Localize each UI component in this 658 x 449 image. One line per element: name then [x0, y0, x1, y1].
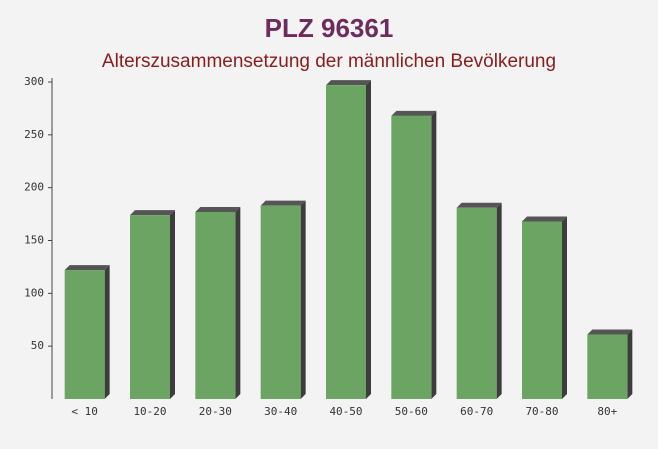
bar-top [260, 200, 306, 206]
x-tick-label: 30-40 [264, 405, 297, 418]
y-tick-label: 200 [24, 181, 44, 194]
bar-top [456, 202, 502, 208]
bar [391, 115, 432, 400]
bar [456, 207, 497, 399]
x-tick-label: 70-80 [525, 405, 558, 418]
bar-top [522, 216, 567, 222]
bar [130, 215, 170, 399]
y-tick-label: 100 [24, 286, 44, 299]
bar [64, 270, 105, 399]
bar [326, 85, 366, 400]
bar-side [496, 202, 502, 399]
bar-side [562, 216, 567, 399]
bar-top [587, 329, 633, 335]
x-tick-label: 50-60 [395, 405, 428, 418]
y-tick-label: 50 [31, 339, 44, 352]
bar-top [391, 110, 437, 116]
x-tick-label: 80+ [597, 405, 617, 418]
x-tick-label: < 10 [71, 405, 98, 418]
y-tick-label: 300 [24, 75, 44, 88]
x-tick-label: 40-50 [329, 405, 362, 418]
chart-subtitle: Alterszusammensetzung der männlichen Bev… [102, 51, 556, 72]
bar-top [195, 206, 241, 212]
y-tick-label: 150 [24, 234, 44, 247]
bar-top [326, 80, 371, 86]
bar [587, 334, 628, 399]
chart-title: PLZ 96361 [265, 13, 394, 43]
x-tick-label: 20-30 [199, 405, 232, 418]
x-tick-label: 10-20 [133, 405, 166, 418]
y-tick-label: 250 [24, 128, 44, 141]
bar-top [64, 265, 110, 271]
x-tick-label: 60-70 [460, 405, 493, 418]
bar-side [104, 265, 110, 399]
bar-side [235, 206, 241, 399]
bar-side [366, 80, 371, 400]
bar-side [431, 110, 437, 400]
bar [195, 211, 236, 399]
bar-side [627, 329, 633, 399]
bar-side [170, 210, 175, 399]
bar-top [130, 210, 175, 216]
bar [522, 221, 562, 399]
bar [260, 205, 301, 399]
bar-side [300, 200, 306, 399]
